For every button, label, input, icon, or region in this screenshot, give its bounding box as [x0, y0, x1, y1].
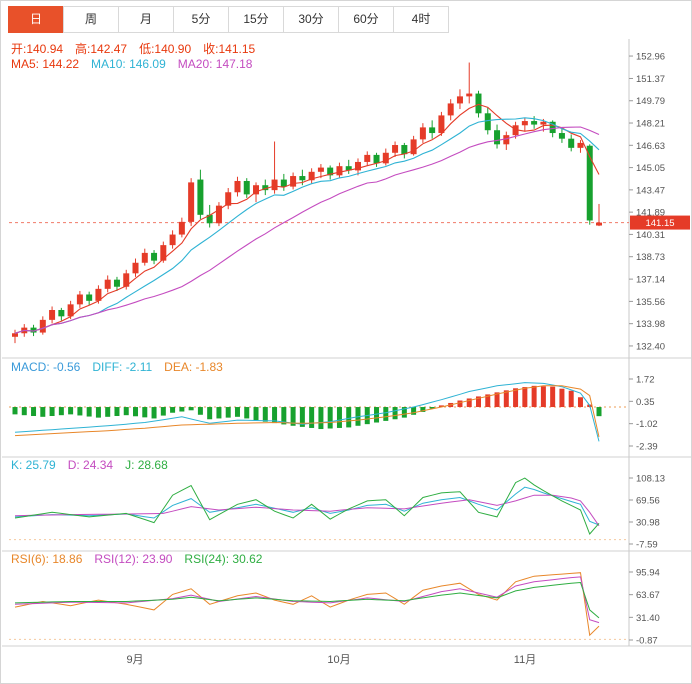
kdj-k-line: [14, 486, 600, 526]
y-tick-label: -1.02: [636, 419, 658, 430]
close-value: 收:141.15: [203, 42, 256, 56]
y-tick-label: 137.14: [636, 275, 665, 286]
y-tick-label: 108.13: [636, 473, 665, 484]
dea-line: [14, 385, 600, 438]
chart-frame: 152.96 151.37 149.79 148.21 146.63 145.05 143.…: [2, 39, 691, 647]
tab-day[interactable]: 日: [8, 6, 64, 33]
last-price-tag: 141.15: [630, 215, 690, 230]
ma20-label: MA20: 147.18: [177, 57, 253, 71]
rsi24-value-label: RSI(24): 30.62: [184, 552, 263, 566]
x-axis-month-sep: 9月: [126, 654, 144, 666]
y-tick-label: 95.94: [636, 567, 660, 578]
high-value: 高:142.47: [75, 42, 128, 56]
y-tick-label: 145.05: [636, 163, 665, 174]
y-tick-label: 132.40: [636, 341, 665, 352]
rsi-rsi24-line: [14, 581, 600, 619]
tab-week[interactable]: 周: [63, 6, 119, 33]
low-value: 低:140.90: [139, 42, 192, 56]
y-tick-label: 141.89: [636, 208, 665, 219]
kdj-j-line: [14, 477, 600, 535]
y-tick-label: 148.21: [636, 119, 665, 130]
ma5-line: [14, 103, 600, 334]
tab-30min[interactable]: 30分: [283, 6, 339, 33]
y-tick-label: 149.79: [636, 96, 665, 107]
y-tick-label: 152.96: [636, 52, 665, 63]
tab-60min[interactable]: 60分: [338, 6, 394, 33]
y-tick-label: 135.56: [636, 297, 665, 308]
tab-15min[interactable]: 15分: [228, 6, 284, 33]
d-value-label: D: 24.34: [67, 458, 114, 472]
y-tick-label: 63.67: [636, 590, 660, 601]
rsi6-value-label: RSI(6): 18.86: [11, 552, 83, 566]
x-axis-month-nov: 11月: [513, 654, 537, 666]
rsi-label-row: RSI(6): 18.86 RSI(12): 23.90 RSI(24): 30.6…: [11, 552, 274, 566]
macd-label-row: MACD: -0.56 DIFF: -2.11 DEA: -1.83: [11, 360, 235, 374]
rsi-rsi6-line: [14, 572, 600, 637]
rsi-rsi12-line: [14, 576, 600, 624]
j-value-label: J: 28.68: [125, 458, 168, 472]
y-tick-label: 140.31: [636, 230, 665, 241]
diff-value-label: DIFF: -2.11: [92, 360, 153, 374]
diff-line: [14, 382, 600, 442]
ma10-label: MA10: 146.09: [91, 57, 166, 71]
y-tick-label: 1.72: [636, 374, 655, 385]
kdj-d-line: [14, 494, 600, 527]
macd-histogram: [12, 385, 602, 430]
kdj-label-row: K: 25.79 D: 24.34 J: 28.68: [11, 458, 180, 472]
y-tick-label: 146.63: [636, 141, 665, 152]
ma10-line: [14, 117, 600, 334]
y-tick-label: -0.87: [636, 636, 658, 647]
dea-value-label: DEA: -1.83: [164, 360, 223, 374]
macd-value-label: MACD: -0.56: [11, 360, 81, 374]
timeframe-tabbar: 日 周 月 5分 15分 30分 60分 4时: [8, 6, 449, 33]
y-tick-label: 0.35: [636, 397, 655, 408]
y-tick-label: 143.47: [636, 185, 665, 196]
y-tick-label: 69.56: [636, 495, 660, 506]
ma5-label: MA5: 144.22: [11, 57, 80, 71]
tab-month[interactable]: 月: [118, 6, 174, 33]
svg-text:141.15: 141.15: [645, 218, 674, 229]
ma20-line: [14, 126, 600, 334]
y-tick-label: -2.39: [636, 441, 658, 452]
y-tick-label: 31.40: [636, 613, 660, 624]
k-value-label: K: 25.79: [11, 458, 56, 472]
x-axis-month-oct: 10月: [327, 654, 351, 666]
tab-4hour[interactable]: 4时: [393, 6, 449, 33]
y-tick-label: 30.98: [636, 518, 660, 529]
candlestick-series: [12, 62, 603, 344]
open-value: 开:140.94: [11, 42, 64, 56]
ma-info-row: MA5: 144.22 MA10: 146.09 MA20: 147.18: [11, 57, 264, 71]
tab-5min[interactable]: 5分: [173, 6, 229, 33]
y-tick-label: 133.98: [636, 319, 665, 330]
y-tick-label: 138.73: [636, 252, 665, 263]
y-tick-label: -7.59: [636, 539, 658, 550]
y-tick-label: 151.37: [636, 74, 665, 85]
ohlc-info-row: 开:140.94 高:142.47 低:140.90 收:141.15: [11, 40, 267, 57]
rsi12-value-label: RSI(12): 23.90: [94, 552, 173, 566]
